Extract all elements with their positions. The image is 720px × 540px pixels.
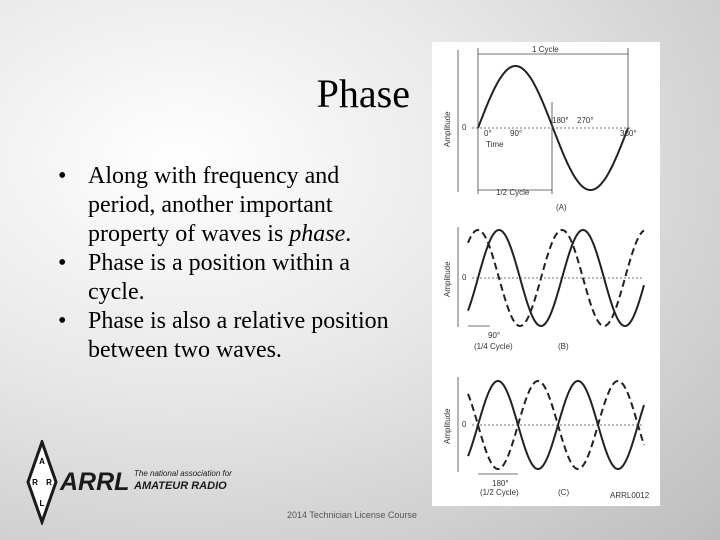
label: Time: [486, 140, 504, 149]
wave: [467, 379, 645, 471]
axis-label: Amplitude: [443, 408, 452, 444]
label: 270°: [577, 116, 594, 125]
axis-label: Amplitude: [443, 261, 452, 297]
bullet-list: Along with frequency and period, another…: [58, 162, 408, 365]
label: 180°: [552, 116, 569, 125]
label: 180°: [492, 479, 509, 488]
emphasis: phase: [289, 221, 346, 247]
label: 90°: [510, 129, 522, 138]
label: 1/2 Cycle: [496, 188, 530, 197]
text: Phase is also a relative position betwee…: [88, 308, 389, 363]
logo-name: ARRL: [59, 468, 129, 496]
bullet: Phase is also a relative position betwee…: [58, 307, 408, 365]
label: (B): [558, 342, 569, 351]
label: (C): [558, 488, 569, 497]
label: 1 Cycle: [532, 45, 559, 54]
wave: [467, 379, 645, 471]
label: (A): [556, 203, 567, 212]
axes: [457, 48, 644, 475]
label: 0: [462, 123, 467, 132]
label: (1/4 Cycle): [474, 342, 513, 351]
label: 0: [462, 420, 467, 429]
logo-org: AMATEUR RADIO: [133, 480, 227, 492]
label: 0°: [484, 129, 492, 138]
bullet: Along with frequency and period, another…: [58, 162, 408, 249]
label: 90°: [488, 331, 500, 340]
arrl-logo: A R R L ARRL The national association fo…: [26, 440, 232, 525]
logo-letter: R: [46, 478, 52, 487]
axis-label: Amplitude: [443, 111, 452, 147]
phase-figure: 1 Cycle Amplitude 0 0° 90° 180° 270° 360…: [432, 42, 660, 506]
logo-letter: L: [40, 499, 45, 508]
label: ARRL0012: [610, 491, 650, 500]
text: Along with frequency and period, another…: [88, 163, 340, 247]
text: .: [345, 221, 352, 247]
logo-diamond: [26, 440, 58, 525]
logo-letter: A: [39, 457, 45, 466]
logo-tagline: The national association for: [134, 469, 232, 478]
text: Phase is a position within a cycle.: [88, 250, 350, 305]
label: (1/2 Cycle): [480, 488, 519, 497]
bullet: Phase is a position within a cycle.: [58, 249, 408, 307]
footer: 2014 Technician License Course: [287, 510, 417, 520]
slide-title: Phase: [316, 71, 410, 116]
logo-letter: R: [32, 478, 38, 487]
label: 360°: [620, 129, 637, 138]
label: 0: [462, 273, 467, 282]
figure-background: [432, 42, 660, 506]
wave: [467, 228, 645, 328]
